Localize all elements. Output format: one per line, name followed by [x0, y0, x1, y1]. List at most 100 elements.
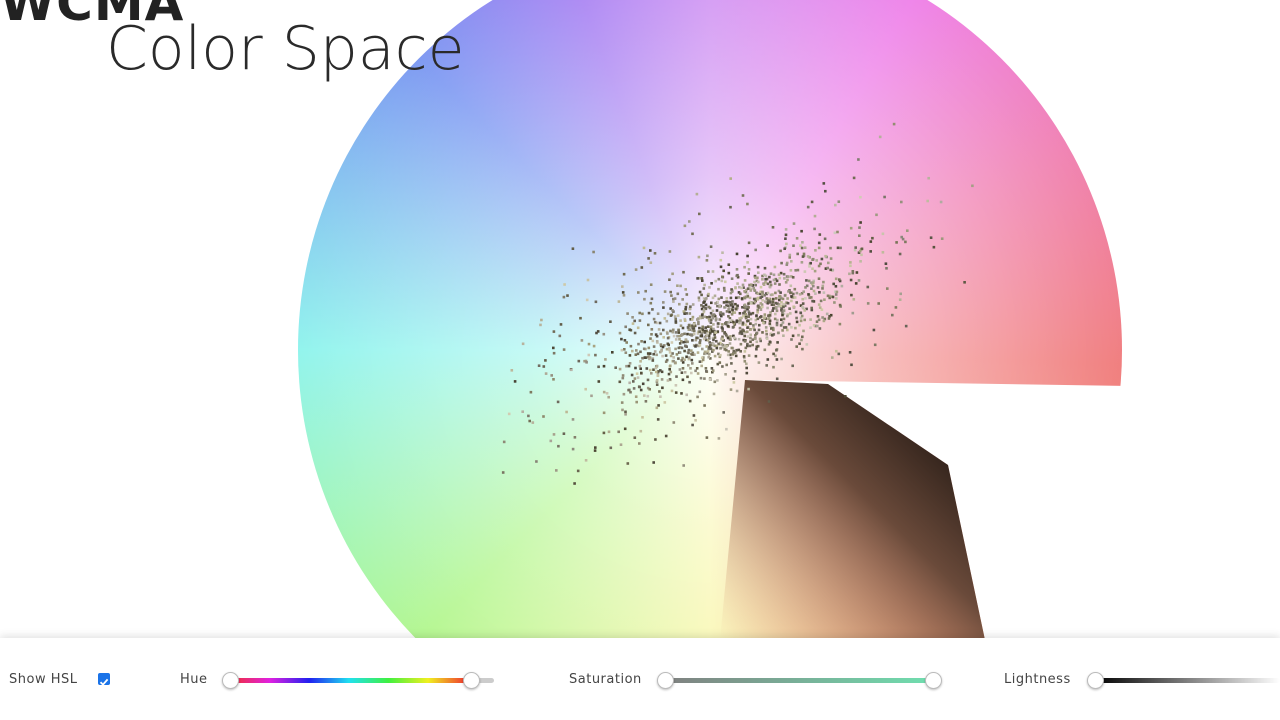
point [831, 295, 835, 299]
lightness-thumb-min[interactable] [1087, 672, 1104, 689]
point [637, 342, 640, 346]
point [687, 364, 690, 367]
point [704, 303, 708, 307]
point [692, 329, 696, 333]
point [694, 338, 698, 342]
saturation-track[interactable] [665, 678, 935, 683]
point [791, 334, 795, 338]
point [804, 286, 807, 289]
point [719, 353, 722, 357]
point [624, 413, 627, 416]
point [752, 324, 755, 327]
point [900, 200, 903, 204]
point [727, 271, 731, 275]
point [655, 406, 659, 410]
point [573, 436, 577, 439]
point [758, 292, 762, 296]
point [709, 321, 713, 324]
point [638, 311, 641, 315]
point [884, 262, 888, 265]
point [680, 392, 683, 395]
point [614, 366, 617, 369]
point [790, 338, 793, 341]
point [712, 313, 716, 316]
point [577, 359, 581, 363]
point [836, 230, 839, 234]
point [647, 346, 651, 350]
point [768, 319, 772, 323]
point [709, 245, 713, 248]
point [756, 292, 760, 295]
point [700, 356, 704, 360]
point [719, 265, 723, 269]
hue-thumb-max[interactable] [463, 672, 480, 689]
point [625, 364, 628, 368]
wheel-overlay [501, 122, 985, 640]
point [685, 355, 688, 359]
lightness-track[interactable] [1095, 678, 1280, 683]
point [786, 278, 789, 282]
point [698, 315, 702, 318]
point [812, 284, 815, 288]
point [848, 272, 851, 276]
dark-face [720, 380, 985, 640]
point [665, 319, 669, 323]
point [754, 322, 758, 326]
point [783, 247, 786, 250]
point [678, 368, 682, 371]
point [789, 284, 793, 288]
point [634, 395, 638, 398]
point [730, 288, 733, 291]
point [562, 432, 566, 435]
point [647, 311, 651, 315]
point [780, 322, 784, 326]
saturation-thumb-min[interactable] [657, 672, 674, 689]
point [929, 236, 933, 239]
hue-track[interactable] [230, 678, 494, 683]
point [704, 306, 707, 310]
point [709, 347, 713, 350]
point [671, 309, 674, 312]
point [735, 348, 738, 352]
point [789, 269, 793, 272]
point [745, 288, 748, 292]
point [680, 371, 684, 374]
point [651, 359, 655, 362]
point [754, 318, 758, 322]
point [769, 311, 772, 314]
show-hsl-checkbox[interactable] [98, 673, 110, 686]
point [812, 281, 815, 284]
point [617, 430, 620, 434]
point [570, 368, 573, 372]
point [680, 333, 684, 336]
point [631, 349, 634, 353]
point [655, 364, 659, 368]
point [528, 419, 531, 423]
point [801, 255, 805, 258]
point [587, 353, 591, 357]
point [786, 297, 789, 300]
point [754, 276, 757, 280]
point [702, 305, 705, 308]
point [666, 332, 669, 335]
point [621, 291, 625, 294]
point [708, 352, 711, 356]
point [734, 296, 738, 300]
point [810, 282, 814, 286]
point [779, 296, 783, 300]
point [702, 287, 706, 290]
point [877, 302, 880, 305]
point [597, 365, 600, 369]
point [686, 375, 689, 379]
point [731, 308, 734, 312]
point [759, 302, 763, 305]
point [735, 306, 739, 310]
point [624, 410, 627, 414]
point [708, 286, 711, 289]
point [772, 278, 776, 282]
point [828, 315, 831, 318]
hue-thumb-min[interactable] [222, 672, 239, 689]
point [734, 354, 738, 358]
saturation-thumb-max[interactable] [925, 672, 942, 689]
point [734, 351, 737, 354]
